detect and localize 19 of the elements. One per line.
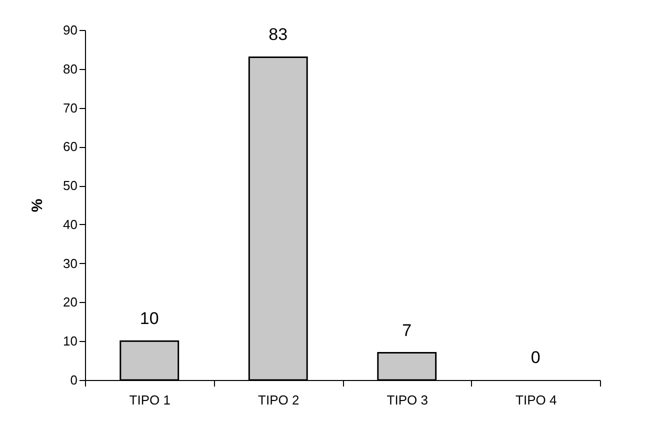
x-tick-label: TIPO 2 (258, 392, 300, 408)
y-tick-label: 70 (63, 100, 78, 116)
x-tick-label: TIPO 1 (129, 392, 170, 408)
x-tick-label: TIPO 4 (516, 392, 557, 408)
y-tick-label: 30 (63, 256, 78, 271)
x-tick-label: TIPO 3 (386, 392, 428, 408)
y-axis-title: % (29, 198, 46, 212)
data-label: 0 (530, 348, 540, 367)
y-tick-label: 0 (70, 372, 78, 388)
data-label: 83 (268, 25, 288, 44)
y-tick-label: 80 (63, 61, 78, 76)
y-tick-label: 10 (63, 334, 78, 349)
y-tick-label: 90 (63, 22, 78, 38)
y-tick-label: 40 (63, 216, 78, 232)
y-tick-label: 60 (63, 139, 78, 154)
data-label: 7 (402, 320, 412, 340)
y-tick-label: 50 (63, 178, 78, 194)
data-label: 10 (140, 309, 159, 328)
y-tick-label: 20 (63, 294, 78, 310)
